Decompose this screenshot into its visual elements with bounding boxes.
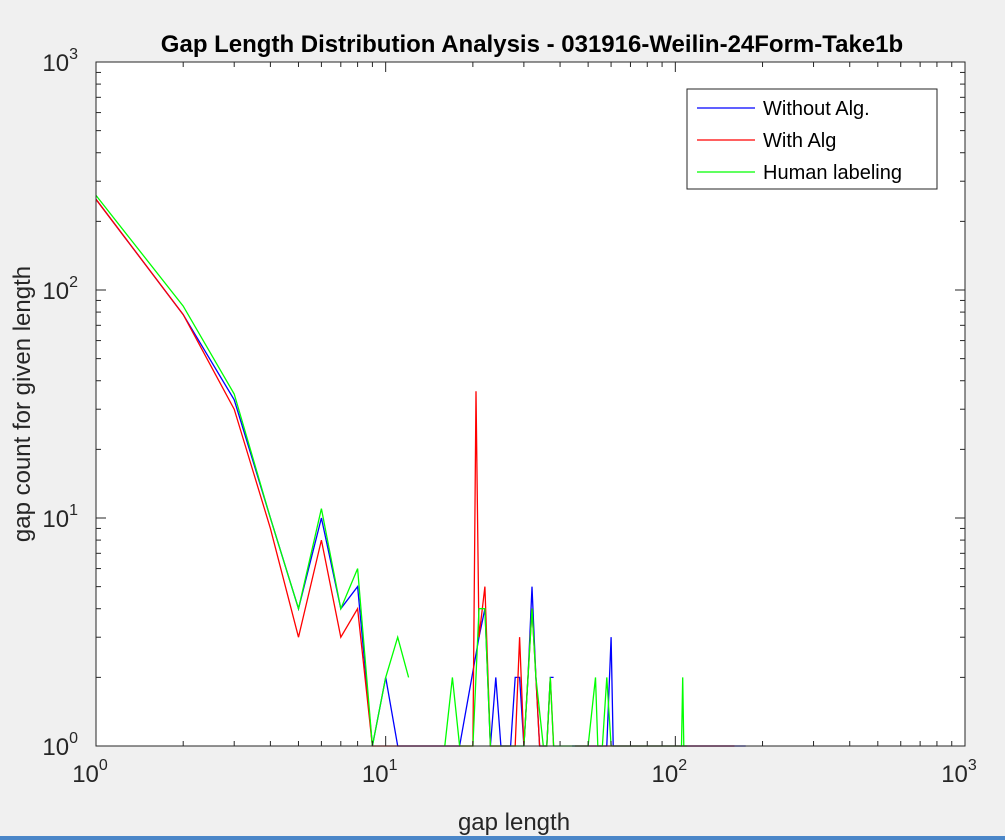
y-axis-label: gap count for given length xyxy=(9,266,36,542)
chart-title: Gap Length Distribution Analysis - 03191… xyxy=(161,31,903,58)
plot-frame xyxy=(95,61,966,747)
window-bottom-border xyxy=(0,836,1005,840)
x-tick-label: 101 xyxy=(362,757,398,788)
y-tick-label: 100 xyxy=(42,730,78,761)
x-tick-label: 100 xyxy=(72,757,108,788)
x-axis-label: gap length xyxy=(458,809,570,836)
y-tick-label: 103 xyxy=(42,46,78,77)
y-tick-label: 102 xyxy=(42,274,78,305)
legend-entry-label-2: Human labeling xyxy=(763,162,902,184)
x-tick-label: 103 xyxy=(941,757,977,788)
x-tick-label: 102 xyxy=(652,757,688,788)
legend-entry-label-0: Without Alg. xyxy=(763,98,870,120)
series-line-2-segment-0 xyxy=(95,194,410,747)
legend-entry-label-1: With Alg xyxy=(763,130,836,152)
y-tick-label: 101 xyxy=(42,502,78,533)
legend: Without Alg. With Alg Human labeling xyxy=(686,88,938,190)
